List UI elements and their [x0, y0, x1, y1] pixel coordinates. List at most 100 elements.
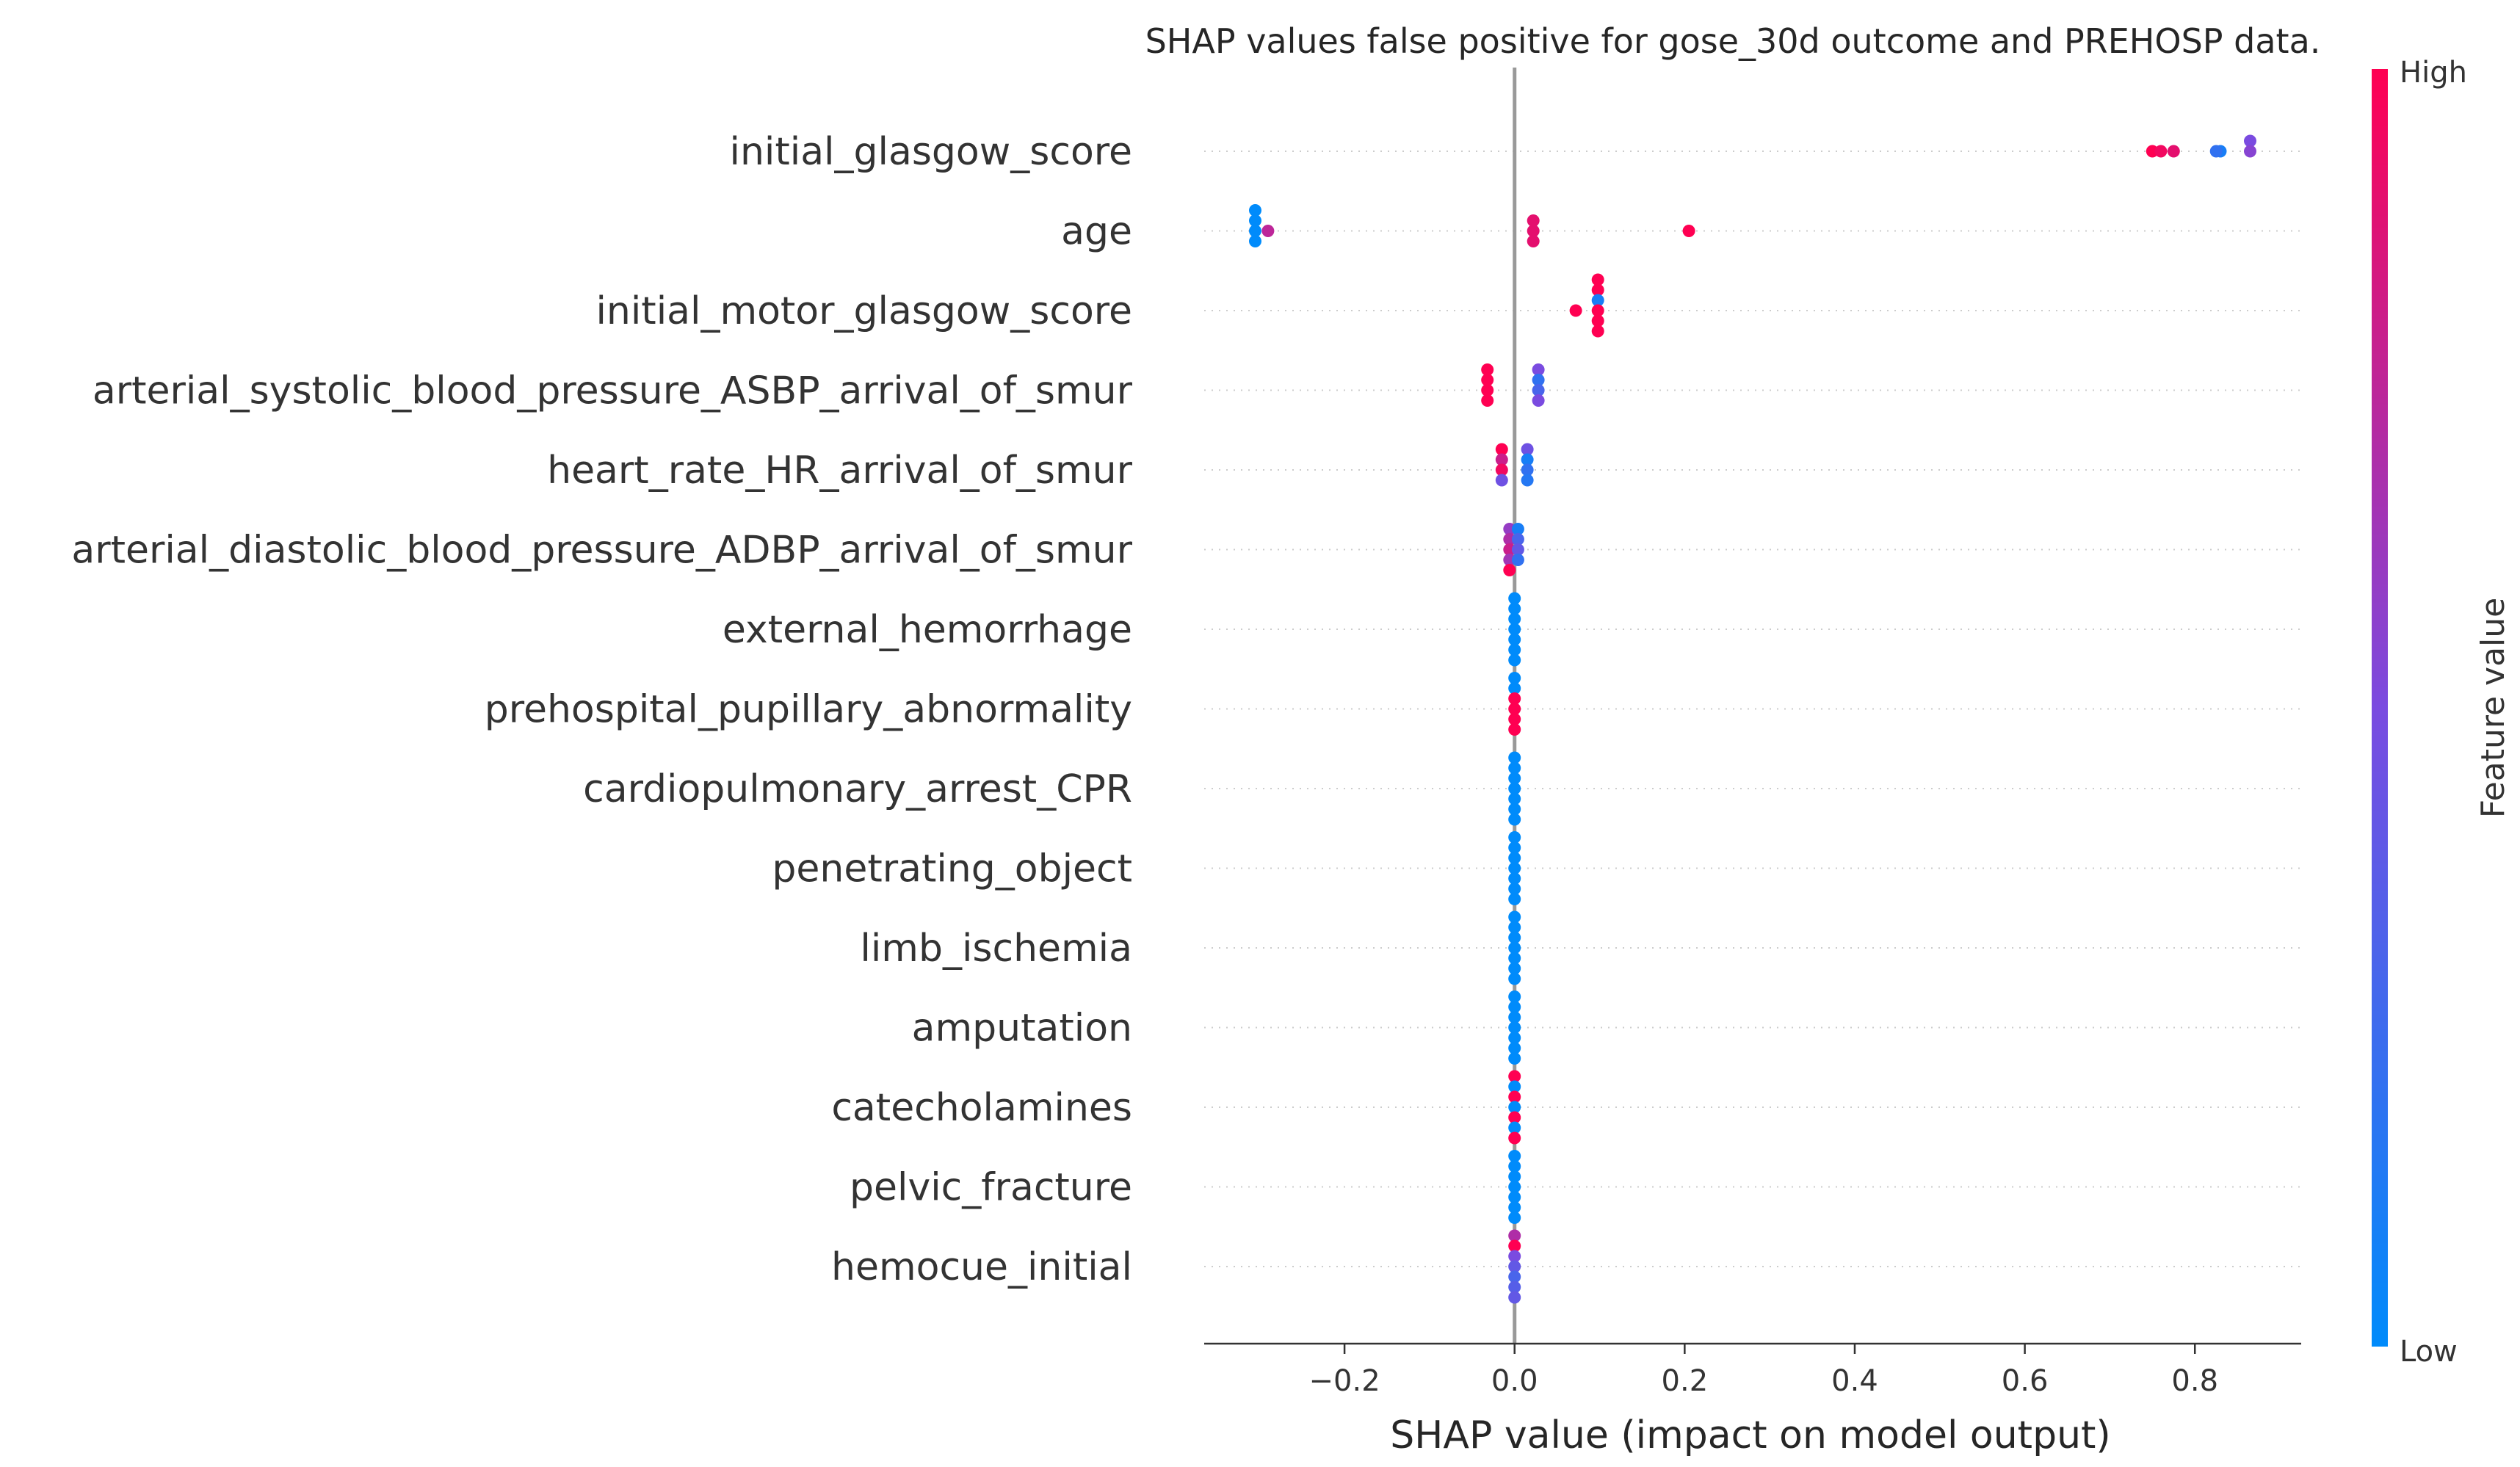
shap-point	[1508, 602, 1521, 615]
shap-point	[1508, 990, 1521, 1003]
shap-point	[1508, 941, 1521, 955]
shap-point	[1508, 653, 1521, 667]
shap-point	[1521, 443, 1534, 456]
feature-label-initial-motor-glasgow-score: initial_motor_glasgow_score	[595, 289, 1132, 333]
shap-point	[2167, 145, 2180, 158]
feature-label-limb-ischemia: limb_ischemia	[860, 927, 1132, 971]
shap-point	[1532, 363, 1545, 376]
x-axis-ticks: −0.2 0.0 0.2 0.4 0.6 0.8	[1309, 1344, 2218, 1398]
shap-point	[1508, 1181, 1521, 1193]
shap-point	[1508, 1032, 1521, 1044]
shap-point	[1508, 1211, 1521, 1224]
shap-point	[1508, 952, 1521, 965]
shap-point	[1508, 782, 1521, 795]
shap-point	[1508, 1229, 1521, 1242]
x-tick-label: 0.8	[2171, 1364, 2218, 1398]
shap-point	[1521, 463, 1534, 477]
shap-point	[1591, 283, 1604, 297]
shap-point	[1508, 1250, 1521, 1263]
shap-point	[1591, 304, 1604, 317]
shap-point	[1508, 1260, 1521, 1273]
shap-point	[1508, 1080, 1521, 1093]
shap-point	[1508, 1170, 1521, 1183]
shap-point	[1495, 443, 1508, 456]
shap-point	[1481, 394, 1494, 407]
shap-point	[1508, 703, 1521, 715]
feature-label-external-hemorrhage: external_hemorrhage	[723, 608, 1132, 652]
shap-point	[1591, 314, 1604, 327]
shap-point	[1508, 972, 1521, 985]
shap-point	[1508, 751, 1521, 764]
shap-point	[1508, 841, 1521, 854]
shap-point	[1249, 204, 1261, 217]
shap-point	[1508, 1001, 1521, 1013]
colorbar-low-label: Low	[2400, 1335, 2458, 1369]
shap-point	[1508, 723, 1521, 736]
shap-point	[1591, 325, 1604, 338]
feature-label-arterial-diastolic-blood-pressure-adbp-arrival-of-smur: arterial_diastolic_blood_pressure_ADBP_a…	[71, 529, 1132, 573]
shap-point	[1521, 453, 1534, 466]
shap-point	[1249, 214, 1261, 227]
shap-point	[1508, 962, 1521, 975]
shap-point	[1508, 1150, 1521, 1162]
shap-point	[1508, 1090, 1521, 1104]
shap-point	[1508, 931, 1521, 944]
feature-label-amputation: amputation	[912, 1007, 1132, 1051]
shap-point	[1495, 474, 1508, 487]
shap-point	[1508, 672, 1521, 684]
shap-point	[1508, 1239, 1521, 1253]
shap-point	[1508, 761, 1521, 775]
feature-label-prehospital-pupillary-abnormality: prehospital_pupillary_abnormality	[485, 688, 1132, 732]
shap-point	[1511, 523, 1524, 535]
shap-point	[1508, 692, 1521, 705]
shap-point	[1521, 474, 1534, 487]
shap-point	[1508, 1101, 1521, 1114]
shap-point	[1682, 225, 1695, 237]
shap-point	[1527, 214, 1540, 227]
feature-label-hemocue-initial: hemocue_initial	[831, 1245, 1132, 1289]
x-axis-label: SHAP value (impact on model output)	[1390, 1413, 2110, 1457]
feature-label-heart-rate-hr-arrival-of-smur: heart_rate_HR_arrival_of_smur	[547, 449, 1133, 493]
feature-label-catecholamines: catecholamines	[831, 1086, 1132, 1130]
feature-label-cardiopulmonary-arrest-cpr: cardiopulmonary_arrest_CPR	[583, 767, 1132, 811]
shap-point	[1261, 225, 1275, 237]
shap-point	[1508, 893, 1521, 905]
shap-point	[1508, 592, 1521, 605]
shap-point	[1508, 792, 1521, 805]
shap-point	[1503, 564, 1516, 576]
feature-label-age: age	[1061, 210, 1132, 254]
shap-point	[1527, 235, 1540, 247]
shap-point	[1508, 1191, 1521, 1203]
shap-point	[1508, 921, 1521, 934]
shap-point	[1591, 273, 1604, 286]
shap-point	[1508, 1160, 1521, 1173]
shap-point	[1508, 910, 1521, 924]
feature-label-initial-glasgow-score: initial_glasgow_score	[730, 130, 1133, 174]
shap-point	[1495, 453, 1508, 466]
colorbar-high-label: High	[2400, 56, 2467, 90]
shap-point	[1532, 384, 1545, 396]
shap-point	[2154, 145, 2168, 158]
shap-point	[1508, 643, 1521, 656]
shap-point	[1508, 852, 1521, 864]
shap-point	[1508, 1111, 1521, 1124]
shap-point	[1532, 394, 1545, 407]
shap-point	[1511, 533, 1524, 546]
scatter-points	[1249, 134, 2256, 1304]
colorbar	[2372, 69, 2388, 1347]
shap-point	[1569, 304, 1582, 317]
shap-point	[1508, 1281, 1521, 1294]
shap-point	[1591, 294, 1604, 307]
gridlines	[1204, 151, 2301, 1267]
colorbar-title: Feature value	[2474, 598, 2512, 818]
chart-title: SHAP values false positive for gose_30d …	[1145, 21, 2321, 61]
shap-point	[1249, 225, 1261, 237]
shap-point	[1508, 623, 1521, 636]
feature-label-pelvic-fracture: pelvic_fracture	[850, 1166, 1132, 1210]
shap-point	[1508, 612, 1521, 626]
shap-point	[1508, 1042, 1521, 1054]
shap-point	[1508, 1021, 1521, 1034]
x-tick-label: 0.0	[1491, 1364, 1538, 1398]
shap-point	[1511, 554, 1524, 566]
